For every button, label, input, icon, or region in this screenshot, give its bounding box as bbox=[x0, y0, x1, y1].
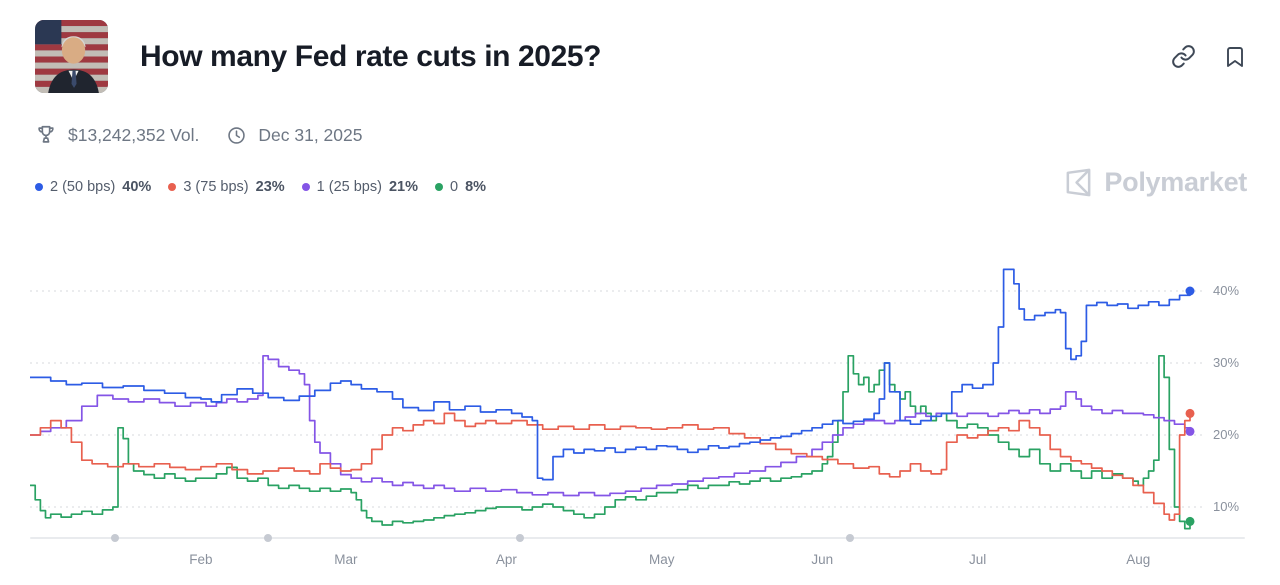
market-avatar-image bbox=[35, 20, 108, 93]
series-dot-blue bbox=[35, 183, 43, 191]
legend-label: 2 (50 bps) bbox=[50, 179, 116, 195]
clock-icon bbox=[226, 125, 247, 146]
x-axis-label: Feb bbox=[189, 552, 213, 567]
y-axis-label: 30% bbox=[1213, 355, 1240, 370]
scrubber-dot[interactable] bbox=[846, 534, 854, 542]
volume-text: $13,242,352 Vol. bbox=[68, 124, 200, 145]
polymarket-watermark: Polymarket bbox=[1063, 167, 1247, 198]
trophy-icon bbox=[35, 124, 57, 146]
legend-label: 1 (25 bps) bbox=[316, 179, 382, 195]
market-header: How many Fed rate cuts in 2025? bbox=[35, 20, 1247, 93]
legend-label: 0 bbox=[449, 179, 459, 195]
series-line-2-50-bps bbox=[30, 268, 1191, 481]
legend-item-0[interactable]: 0 8% bbox=[434, 179, 487, 195]
time-scrubber[interactable] bbox=[30, 532, 1245, 544]
legend-label: 3 (75 bps) bbox=[183, 179, 249, 195]
copy-link-button[interactable] bbox=[1171, 44, 1196, 69]
series-line-0 bbox=[30, 354, 1191, 530]
y-axis-label: 40% bbox=[1213, 283, 1240, 298]
legend-item-2-50bps[interactable]: 2 (50 bps) 40% bbox=[35, 179, 151, 195]
legend-item-3-75bps[interactable]: 3 (75 bps) 23% bbox=[168, 179, 285, 195]
legend-pct: 40% bbox=[122, 179, 152, 195]
legend-item-1-25bps[interactable]: 1 (25 bps) 21% bbox=[301, 179, 418, 195]
market-title: How many Fed rate cuts in 2025? bbox=[140, 39, 602, 73]
scrubber-track[interactable] bbox=[30, 537, 1245, 539]
scrubber-dot[interactable] bbox=[111, 534, 119, 542]
series-end-dot-3-75-bps bbox=[1185, 408, 1195, 418]
x-axis-label: Jun bbox=[811, 552, 834, 567]
scrubber-dot[interactable] bbox=[264, 534, 272, 542]
x-axis-label: May bbox=[649, 552, 675, 567]
legend-pct: 21% bbox=[388, 179, 418, 195]
series-dot-red bbox=[168, 183, 177, 191]
y-axis-label: 20% bbox=[1213, 427, 1240, 442]
series-dot-green bbox=[434, 183, 443, 191]
polymarket-wordmark: Polymarket bbox=[1104, 167, 1247, 197]
polymarket-logo-icon bbox=[1067, 168, 1091, 197]
series-line-1-25-bps bbox=[30, 354, 1191, 497]
series-dot-purple bbox=[301, 183, 310, 191]
series-line-3-75-bps bbox=[30, 412, 1191, 521]
x-axis-label: Aug bbox=[1126, 552, 1151, 567]
legend-pct: 8% bbox=[465, 179, 487, 195]
person-silhouette bbox=[48, 36, 99, 93]
bookmark-button[interactable] bbox=[1223, 44, 1247, 70]
y-axis-label: 10% bbox=[1213, 499, 1240, 514]
chart-legend: 2 (50 bps) 40% 3 (75 bps) 23% 1 (25 bps)… bbox=[35, 179, 486, 195]
header-actions bbox=[1171, 44, 1247, 70]
x-axis-label: Jul bbox=[969, 552, 987, 567]
end-date-text: Dec 31, 2025 bbox=[258, 124, 363, 145]
fed-chair-portrait bbox=[35, 20, 108, 93]
bookmark-icon bbox=[1227, 46, 1243, 67]
scrubber-dot[interactable] bbox=[516, 534, 524, 542]
series-end-dot-2-50-bps bbox=[1185, 286, 1195, 296]
series-end-dot-1-25-bps bbox=[1185, 426, 1195, 436]
link-icon bbox=[1172, 45, 1195, 68]
series-end-dot-0 bbox=[1185, 516, 1195, 526]
legend-pct: 23% bbox=[255, 179, 285, 195]
market-meta: $13,242,352 Vol. Dec 31, 2025 bbox=[35, 124, 362, 146]
x-axis-label: Mar bbox=[334, 552, 358, 567]
x-axis-label: Apr bbox=[495, 552, 517, 567]
